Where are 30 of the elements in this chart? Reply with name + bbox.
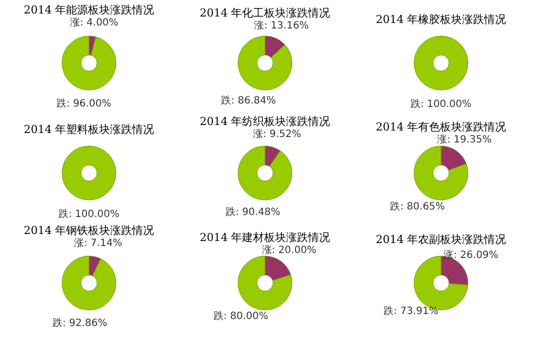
slice-label: 跌: 96.00% [56, 98, 112, 110]
chart-title: 2014 年橡胶板块涨跌情况 [376, 13, 506, 26]
chart-title: 2014 年塑料板块涨跌情况 [24, 123, 154, 136]
slice-label: 跌: 90.48% [226, 206, 280, 218]
slice-label: 跌: 86.84% [221, 94, 276, 107]
chart-title: 2014 年钢铁板块涨跌情况 [24, 224, 154, 238]
chart-title: 2014 年有色板块涨跌情况 [376, 120, 506, 134]
chart-title: 2014 年化工板块涨跌情况 [200, 6, 330, 20]
chart-title: 2014 年农副板块涨跌情况 [376, 233, 506, 246]
slice-label: 跌: 73.91% [384, 304, 438, 317]
donut-slice [414, 146, 468, 200]
slice-label: 涨: 20.00% [262, 244, 316, 256]
chart-title: 2014 年能源板块涨跌情况 [24, 3, 154, 16]
slice-label: 涨: 13.16% [254, 19, 309, 32]
donut-slice [238, 146, 292, 200]
donut-slice [62, 256, 116, 310]
slice-label: 涨: 9.52% [252, 128, 302, 140]
slice-label: 跌: 100.00% [58, 208, 120, 220]
slice-label: 跌: 92.86% [52, 316, 108, 329]
slice-label: 跌: 80.65% [390, 200, 445, 213]
donut-slice [62, 36, 116, 90]
donut-slice [238, 36, 292, 90]
slice-label: 涨: 4.00% [70, 16, 118, 28]
slice-label: 涨: 19.35% [437, 133, 492, 146]
chart-title: 2014 年建材板块涨跌情况 [200, 230, 330, 244]
slice-label: 涨: 7.14% [74, 237, 122, 250]
slice-label: 跌: 100.00% [410, 98, 472, 110]
slice-label: 跌: 80.00% [214, 310, 268, 322]
donut-slice [238, 256, 292, 310]
chart-title: 2014 年纺织板块涨跌情况 [200, 114, 330, 128]
